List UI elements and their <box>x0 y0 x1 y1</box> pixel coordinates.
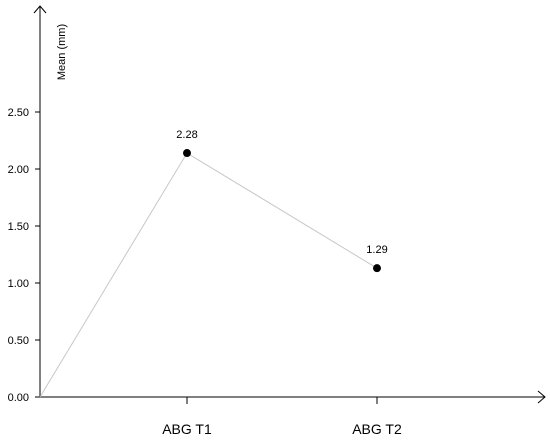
y-tick-label: 2.50 <box>8 107 29 119</box>
y-tick-label: 1.50 <box>8 221 29 233</box>
series-line <box>39 152 378 398</box>
y-tick-label: 1.00 <box>8 278 29 290</box>
x-axis-arrow <box>537 390 546 404</box>
y-axis-title: Mean (mm) <box>56 24 68 80</box>
x-ticks: ABG T1 ABG T2 <box>162 397 402 437</box>
series: 2.28 1.29 <box>39 129 388 398</box>
y-ticks: 0.00 0.50 1.00 1.50 2.00 2.50 <box>8 107 40 404</box>
y-tick-label: 0.00 <box>8 392 29 404</box>
data-point <box>183 149 191 158</box>
y-tick-label: 2.00 <box>8 164 29 176</box>
axes <box>33 5 546 404</box>
y-axis-arrow <box>33 5 47 14</box>
x-tick-label: ABG T1 <box>162 421 212 437</box>
data-label: 1.29 <box>366 244 387 256</box>
data-label: 2.28 <box>176 129 197 141</box>
y-tick-label: 0.50 <box>8 335 29 347</box>
data-point <box>373 264 381 273</box>
x-tick-label: ABG T2 <box>352 421 402 437</box>
